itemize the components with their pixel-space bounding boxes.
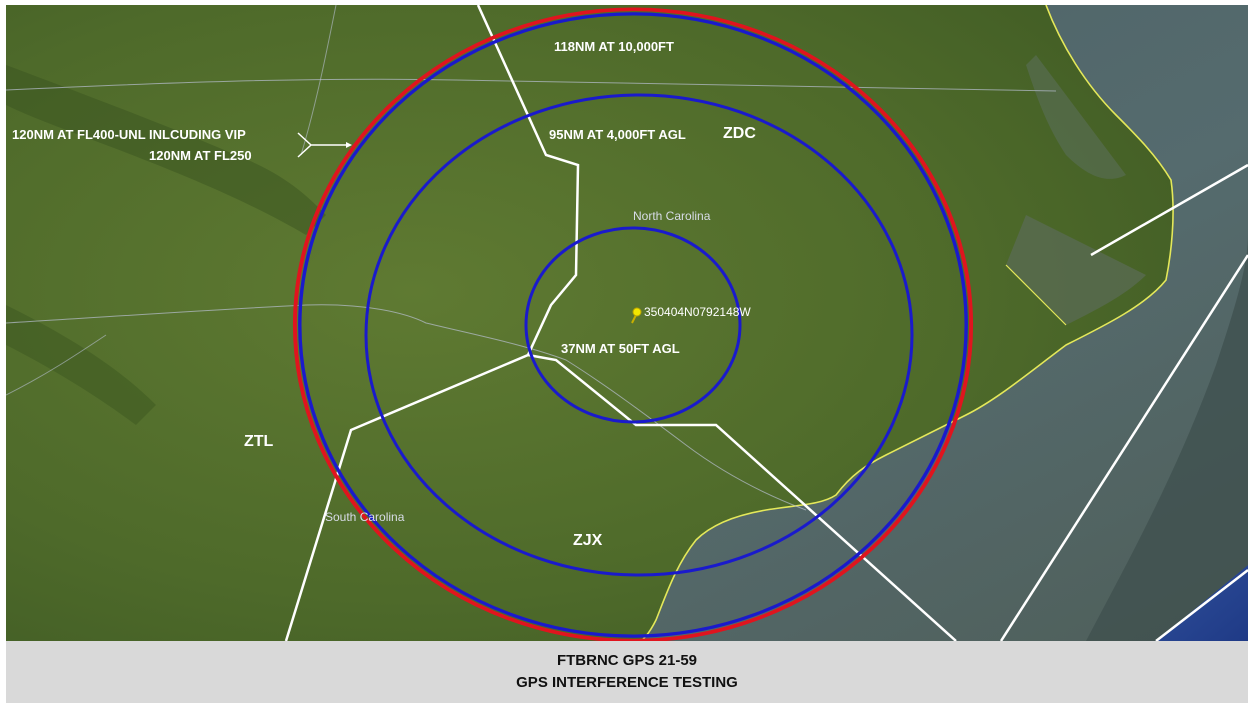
location-pin-icon: [631, 307, 642, 324]
offshore-boundary-2: [1090, 163, 1248, 257]
red-ring-label-1: 120NM AT FL400-UNL INLCUDING VIP: [12, 127, 246, 142]
state-label-south-carolina: South Carolina: [325, 510, 405, 524]
callout-arrow: [346, 142, 352, 148]
tn-nc-border: [300, 5, 337, 156]
sound-shore: [1005, 264, 1067, 326]
satellite-map: 118NM AT 10,000FT 95NM AT 4,000FT AGL 37…: [6, 5, 1248, 641]
state-label-north-carolina: North Carolina: [633, 209, 711, 223]
nc-sc-border: [6, 304, 807, 511]
ring-118nm-blue: [298, 12, 968, 638]
ring-37nm-blue: [524, 226, 742, 424]
center-label-ztl: ZTL: [244, 433, 274, 450]
ring-label-outer: 118NM AT 10,000FT: [554, 39, 674, 54]
offshore-boundary-3: [1155, 569, 1248, 641]
red-ring-label-2: 120NM AT FL250: [149, 148, 252, 163]
caption-bar: FTBRNC GPS 21-59 GPS INTERFERENCE TESTIN…: [6, 641, 1248, 703]
pamlico-sound: [1006, 215, 1146, 325]
mountain-band: [6, 65, 326, 235]
caption-title: FTBRNC GPS 21-59: [556, 652, 698, 669]
map-canvas: 118NM AT 10,000FT 95NM AT 4,000FT AGL 37…: [6, 5, 1248, 641]
zdc-zjx-boundary: [527, 353, 957, 641]
callout-line: [297, 132, 346, 158]
ring-120nm-red: [293, 7, 973, 641]
coastline: [640, 5, 1174, 641]
pin-coordinate-label: 350404N0792148W: [644, 305, 751, 319]
center-label-zdc: ZDC: [723, 125, 756, 142]
albemarle-sound: [1026, 55, 1126, 179]
ring-95nm-blue: [364, 93, 914, 577]
continental-shelf: [1086, 235, 1248, 641]
land: [6, 5, 1174, 641]
piedmont-band: [6, 305, 156, 425]
center-label-zjx: ZJX: [573, 532, 603, 549]
ring-label-inner: 37NM AT 50FT AGL: [561, 341, 680, 356]
offshore-boundary-1: [999, 254, 1248, 641]
caption-subtitle: GPS INTERFERENCE TESTING: [516, 674, 738, 691]
ga-sc-border: [6, 334, 107, 396]
zdc-ztl-boundary: [284, 5, 580, 641]
ring-label-middle: 95NM AT 4,000FT AGL: [549, 127, 686, 142]
